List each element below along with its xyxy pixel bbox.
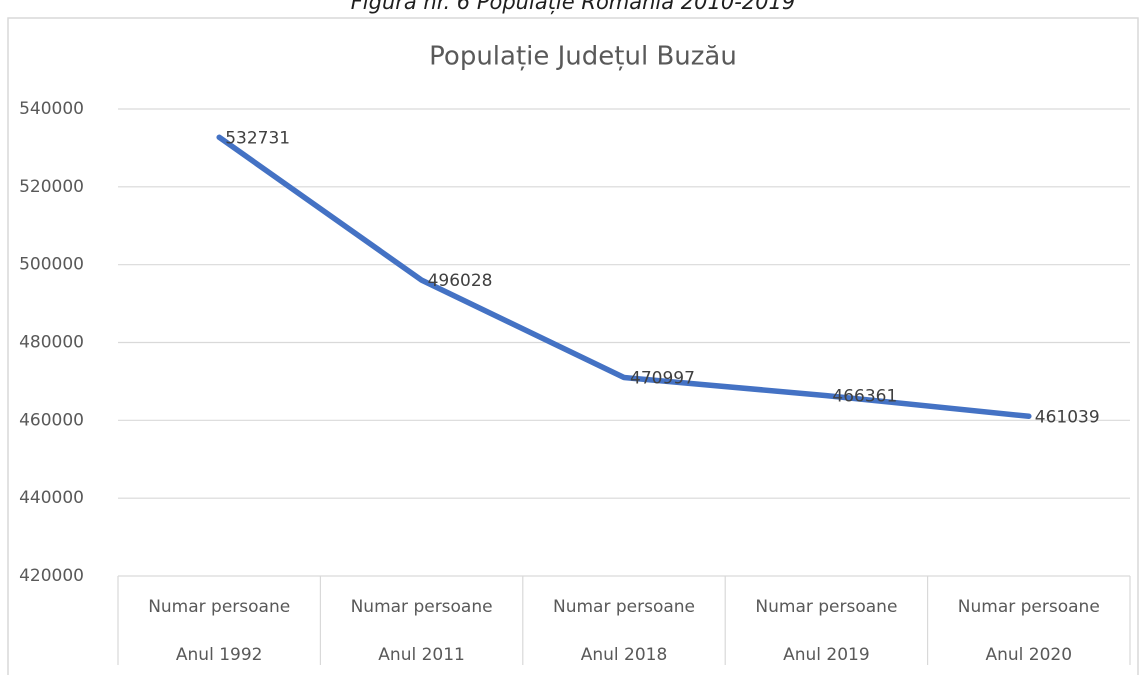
chart-border	[7, 17, 1139, 675]
chart-title: Populație Județul Buzău	[429, 42, 737, 72]
data-label: 470997	[630, 369, 695, 389]
y-tick-label: 460000	[19, 410, 84, 430]
y-tick-label: 540000	[19, 99, 84, 119]
figure-caption: Figura nr. 6 Populație România 2010-2019	[351, 0, 796, 14]
y-tick-label: 420000	[19, 566, 84, 586]
y-tick-label: 440000	[19, 488, 84, 508]
data-label: 461039	[1035, 407, 1100, 427]
x-group-label: Numar persoane	[958, 597, 1100, 617]
y-tick-label: 520000	[19, 177, 84, 197]
data-label: 496028	[428, 271, 493, 291]
x-group-label: Numar persoane	[755, 597, 897, 617]
x-tick-label: Anul 2019	[783, 645, 870, 665]
data-label: 532731	[225, 128, 290, 148]
x-group-label: Numar persoane	[148, 597, 290, 617]
data-label: 466361	[832, 387, 897, 407]
x-tick-label: Anul 2018	[581, 645, 668, 665]
x-tick-label: Anul 2020	[986, 645, 1073, 665]
y-tick-label: 500000	[19, 255, 84, 275]
x-tick-label: Anul 2011	[378, 645, 465, 665]
y-tick-label: 480000	[19, 333, 84, 353]
data-line	[216, 134, 1032, 420]
x-group-label: Numar persoane	[351, 597, 493, 617]
x-group-label: Numar persoane	[553, 597, 695, 617]
x-tick-label: Anul 1992	[176, 645, 263, 665]
